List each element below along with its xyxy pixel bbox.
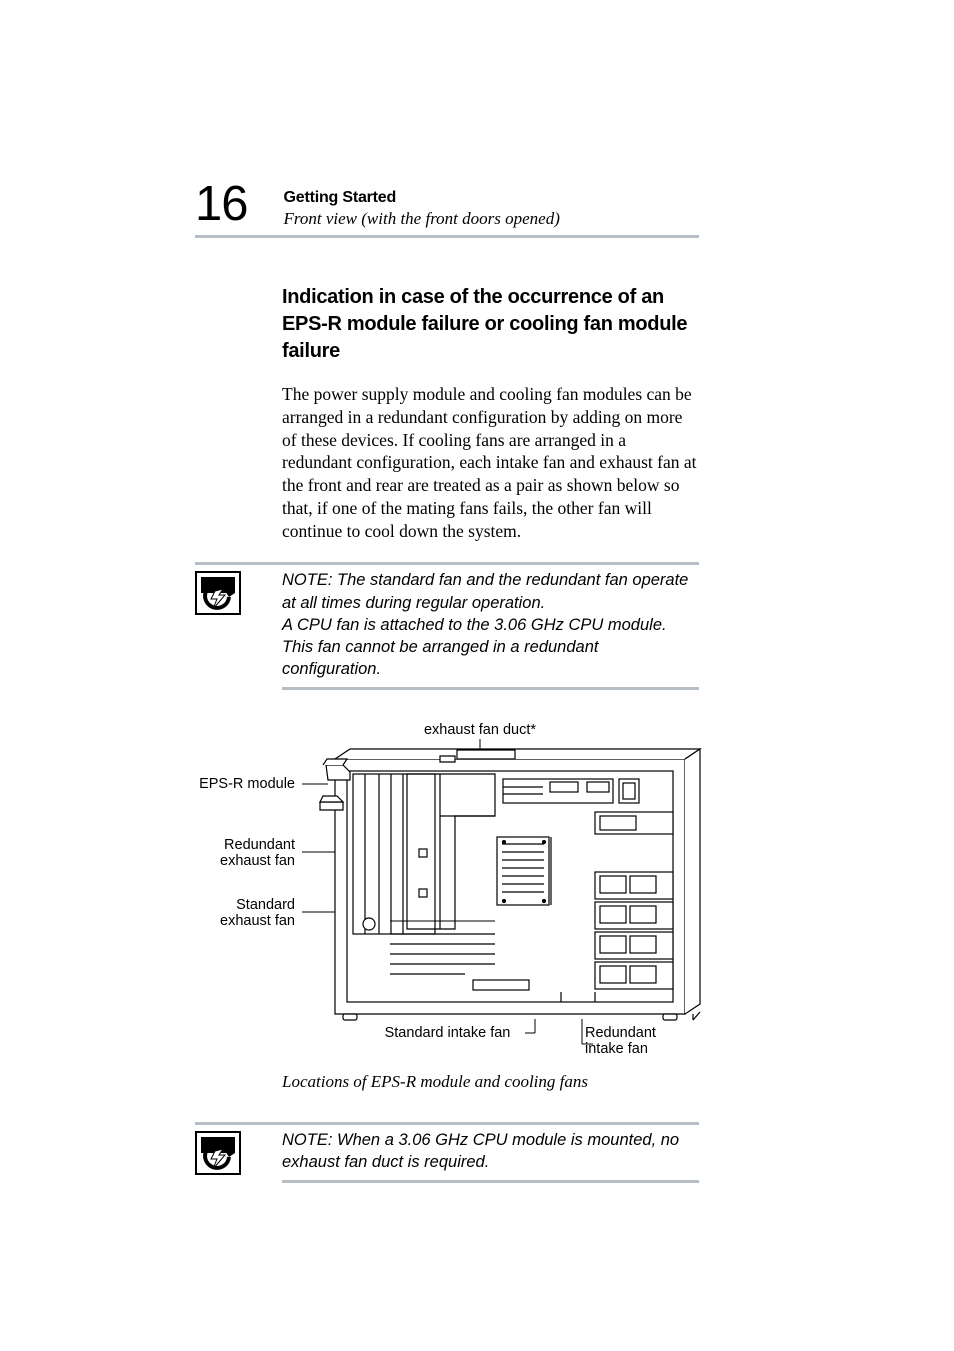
chassis-diagram-svg [195, 724, 735, 1064]
body-paragraph: The power supply module and cooling fan … [282, 383, 699, 542]
chapter-title: Getting Started [284, 188, 560, 208]
note-block-1: NOTE: The standard fan and the redundant… [195, 565, 699, 686]
note-1-line-2: A CPU fan is attached to the 3.06 GHz CP… [282, 616, 667, 679]
page-header: 16 Getting Started Front view (with the … [195, 180, 699, 238]
note-rule-bottom-1 [282, 687, 699, 690]
note-block-2: NOTE: When a 3.06 GHz CPU module is moun… [195, 1125, 699, 1180]
note-icon [195, 1125, 282, 1180]
label-standard-exhaust: Standard exhaust fan [190, 897, 295, 930]
page-number: 16 [195, 180, 248, 229]
note-rule-bottom-2 [282, 1180, 699, 1183]
label-exhaust-fan-duct: exhaust fan duct* [415, 722, 545, 739]
diagram: exhaust fan duct* EPS-R module Redundant… [195, 724, 742, 1064]
page: 16 Getting Started Front view (with the … [0, 0, 954, 1351]
label-redundant-intake: Redundant intake fan [585, 1025, 675, 1058]
label-standard-intake: Standard intake fan [380, 1025, 515, 1042]
note-icon [195, 565, 282, 686]
diagram-caption: Locations of EPS-R module and cooling fa… [282, 1072, 699, 1092]
subheading: Indication in case of the occurrence of … [282, 284, 699, 365]
main-content: Indication in case of the occurrence of … [282, 284, 699, 542]
note-2-text: NOTE: When a 3.06 GHz CPU module is moun… [282, 1125, 699, 1180]
label-eps-module: EPS-R module [190, 776, 295, 793]
label-redundant-exhaust: Redundant exhaust fan [190, 837, 295, 870]
note-1-line-1: NOTE: The standard fan and the redundant… [282, 571, 688, 611]
note-1-text: NOTE: The standard fan and the redundant… [282, 565, 699, 686]
header-text-block: Getting Started Front view (with the fro… [284, 188, 560, 229]
section-title: Front view (with the front doors opened) [284, 208, 560, 229]
